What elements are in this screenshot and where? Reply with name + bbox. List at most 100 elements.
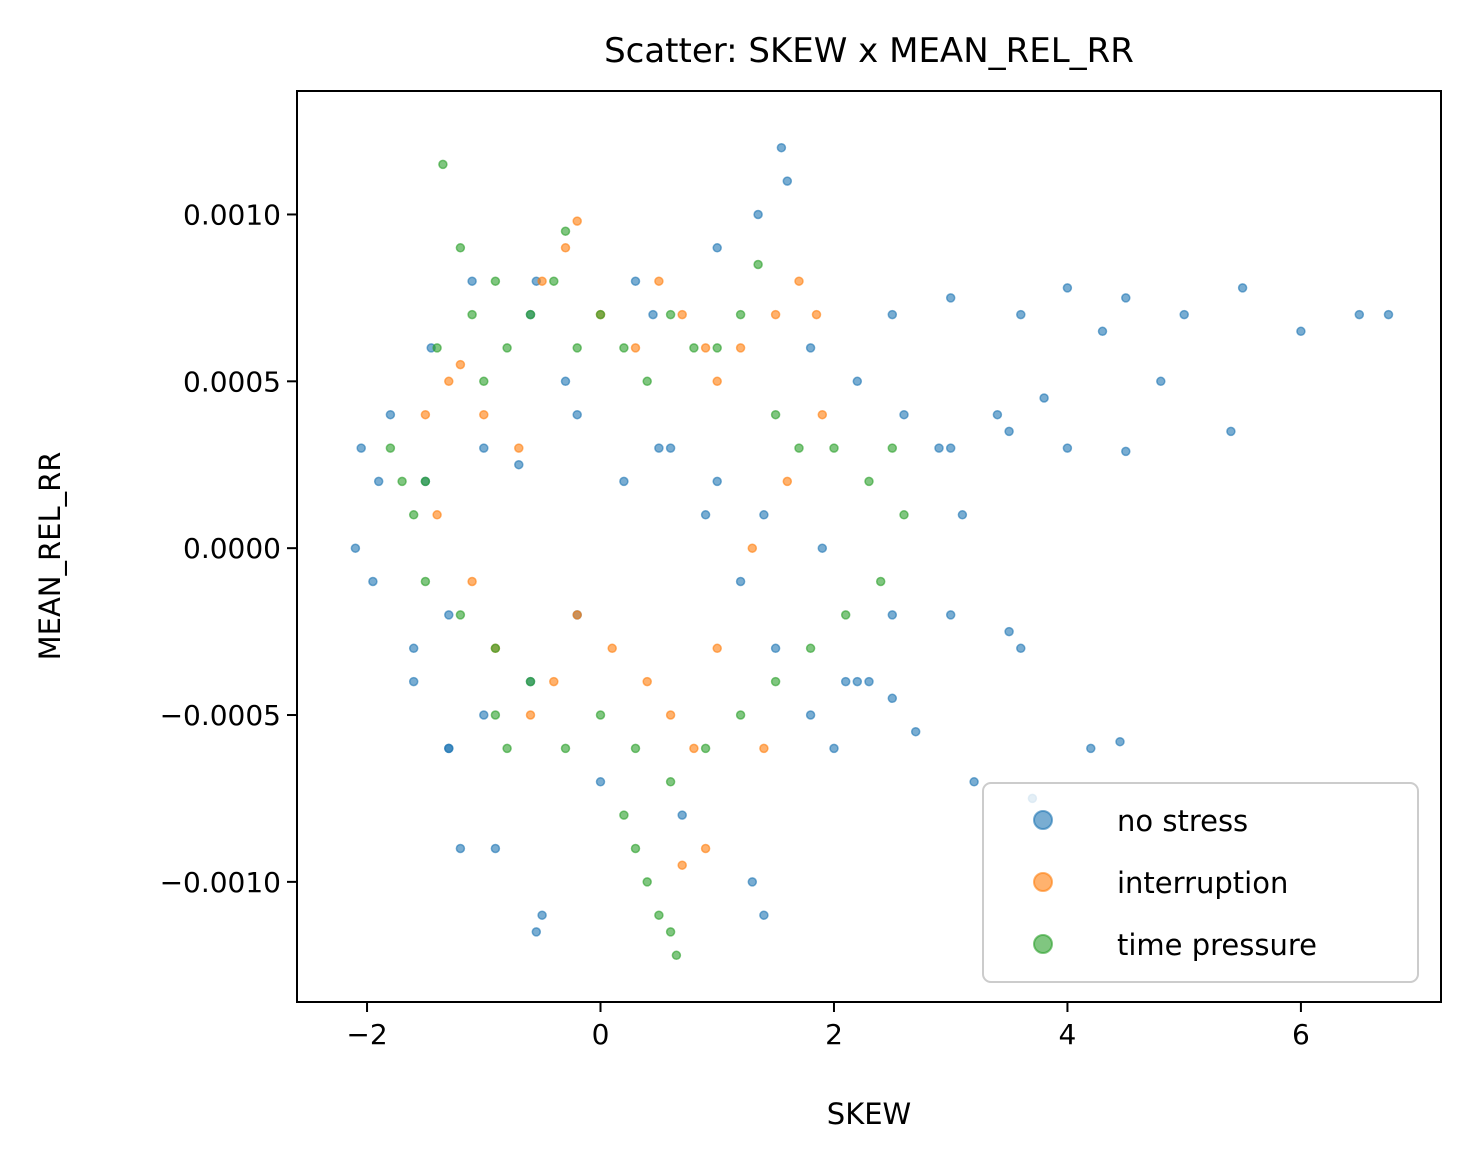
axes-frame — [296, 90, 1442, 1003]
scatter-point — [1226, 426, 1236, 437]
scatter-point — [490, 643, 501, 654]
scatter-point — [373, 476, 384, 487]
scatter-point — [805, 643, 816, 654]
scatter-point — [805, 710, 816, 720]
scatter-point — [1062, 443, 1073, 453]
scatter-point — [817, 409, 828, 420]
scatter-point — [444, 743, 454, 754]
y-tick-label: −0.0005 — [160, 699, 281, 732]
scatter-point — [782, 176, 793, 186]
scatter-point — [759, 510, 769, 520]
scatter-point — [525, 710, 536, 720]
scatter-point — [630, 843, 641, 854]
scatter-point — [572, 610, 582, 620]
scatter-point — [1354, 309, 1365, 320]
series-no-stress — [350, 142, 1394, 937]
scatter-point — [910, 726, 921, 737]
scatter-point — [887, 443, 898, 453]
scatter-point — [455, 843, 466, 854]
scatter-point — [829, 743, 839, 754]
scatter-point — [945, 443, 956, 453]
scatter-point — [642, 877, 652, 887]
scatter-point — [549, 276, 559, 286]
scatter-point — [455, 243, 466, 253]
legend-box — [982, 782, 1419, 983]
scatter-point — [770, 643, 781, 654]
scatter-point — [735, 343, 746, 353]
scatter-point — [514, 459, 524, 470]
scatter-point — [957, 510, 968, 520]
scatter-point — [677, 860, 687, 870]
scatter-point — [368, 576, 378, 587]
legend-label-time-pressure: time pressure — [1117, 928, 1317, 962]
scatter-point — [1115, 736, 1125, 747]
scatter-point — [350, 543, 361, 553]
scatter-point — [648, 309, 658, 320]
scatter-point — [502, 743, 512, 754]
scatter-point — [455, 359, 466, 370]
scatter-point — [700, 843, 711, 854]
scatter-point — [467, 276, 477, 286]
scatter-point — [467, 309, 477, 320]
scatter-point — [560, 243, 571, 253]
scatter-point — [665, 710, 676, 720]
scatter-point — [432, 510, 442, 520]
scatter-point — [887, 693, 898, 704]
scatter-point — [665, 443, 676, 453]
x-tick-label: 6 — [1292, 1018, 1310, 1051]
scatter-point — [490, 710, 501, 720]
scatter-point — [560, 226, 571, 236]
scatter-point — [572, 216, 582, 226]
legend-label-no-stress: no stress — [1117, 804, 1248, 838]
scatter-point — [782, 476, 793, 487]
scatter-point — [875, 576, 886, 587]
scatter-point — [759, 743, 769, 754]
x-tick-label: 0 — [592, 1018, 610, 1051]
scatter-point — [537, 910, 547, 920]
scatter-point — [770, 309, 781, 320]
scatter-point — [397, 476, 407, 487]
scatter-point — [665, 777, 676, 787]
scatter-point — [945, 610, 956, 620]
series-time-pressure — [385, 159, 909, 961]
scatter-point — [630, 276, 641, 286]
scatter-point — [887, 610, 898, 620]
scatter-point — [408, 676, 419, 687]
scatter-point — [776, 142, 787, 153]
scatter-point — [607, 643, 617, 654]
scatter-point — [864, 676, 874, 687]
x-axis: −2 0 2 4 6 — [346, 1002, 1310, 1051]
scatter-point — [1004, 626, 1014, 637]
scatter-point — [595, 777, 606, 787]
scatter-point — [712, 476, 722, 487]
x-tick-label: 4 — [1059, 1018, 1077, 1051]
scatter-point — [455, 610, 466, 620]
scatter-point — [747, 877, 758, 887]
scatter-point — [689, 343, 699, 353]
scatter-point — [490, 843, 501, 854]
scatter-point — [945, 293, 956, 303]
legend-label-interruption: interruption — [1117, 866, 1288, 900]
scatter-point — [444, 610, 454, 620]
scatter-point — [934, 443, 944, 453]
scatter-point — [665, 309, 676, 320]
scatter-point — [700, 743, 711, 754]
scatter-point — [1383, 309, 1394, 320]
scatter-point — [1086, 743, 1096, 754]
chart-title: Scatter: SKEW x MEAN_REL_RR — [604, 31, 1134, 71]
x-axis-label: SKEW — [827, 1097, 911, 1131]
scatter-point — [560, 743, 571, 754]
scatter-point — [1296, 326, 1306, 337]
scatter-point — [770, 676, 781, 687]
scatter-point — [595, 309, 606, 320]
legend-marker-time-pressure — [1033, 934, 1053, 954]
scatter-point — [1237, 283, 1248, 293]
y-tick-label: 0.0005 — [183, 365, 281, 398]
scatter-point — [408, 643, 419, 654]
y-axis-label: MEAN_REL_RR — [33, 452, 67, 661]
scatter-point — [840, 676, 851, 687]
scatter-point — [1156, 376, 1166, 387]
scatter-point — [438, 159, 448, 170]
scatter-point — [385, 443, 396, 453]
